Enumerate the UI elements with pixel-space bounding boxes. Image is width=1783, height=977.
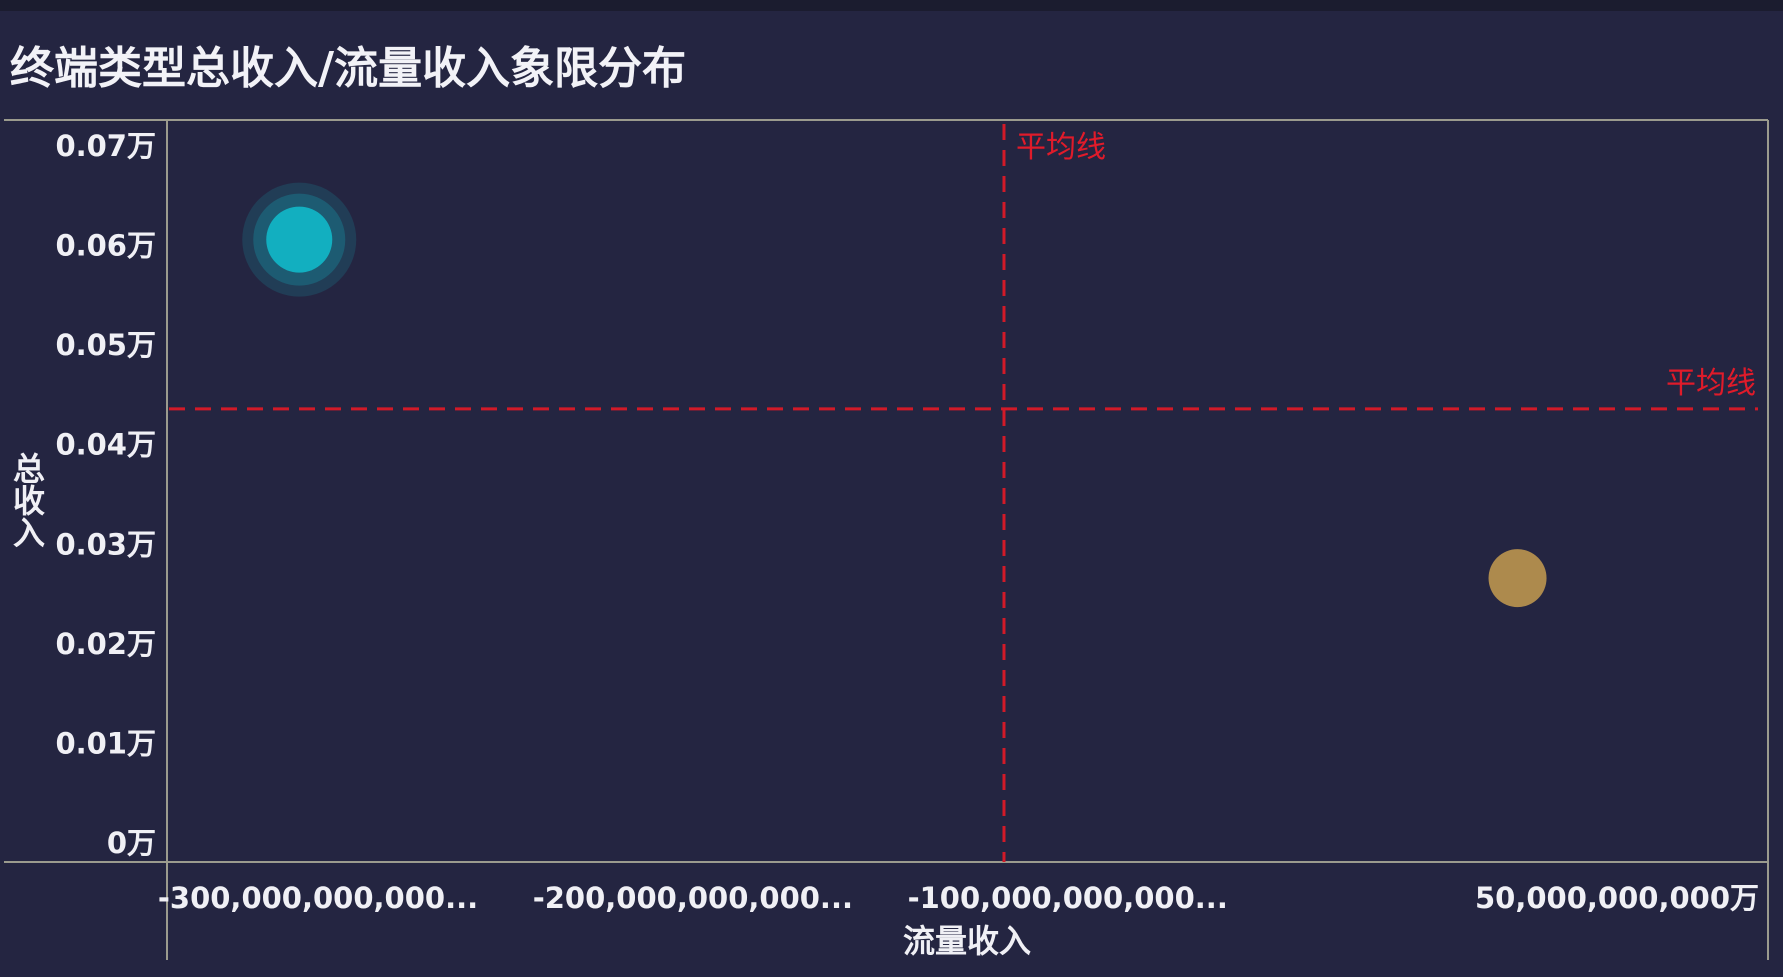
y-tick-label: 0.06万 xyxy=(55,229,156,263)
chart-title: 终端类型总收入/流量收入象限分布 xyxy=(10,43,687,94)
y-axis-title: 总收入 xyxy=(8,452,46,548)
y-tick-label: 0.03万 xyxy=(55,527,156,561)
x-tick-label: -300,000,000,000... xyxy=(158,881,478,915)
x-average-label: 平均线 xyxy=(1016,130,1106,165)
top-bar xyxy=(0,0,1783,11)
x-tick-label: 50,000,000,000万 xyxy=(1475,881,1759,915)
y-tick-label: 0.02万 xyxy=(55,627,156,661)
y-tick-label: 0.01万 xyxy=(55,726,156,760)
y-tick-label: 0.07万 xyxy=(55,129,156,163)
y-tick-label: 0万 xyxy=(107,826,156,860)
tick-labels: 0万 0.01万 0.02万 0.03万 0.04万 0.05万 0.06万 0.07万 -30… xyxy=(55,129,1759,915)
y-tick-label: 0.04万 xyxy=(55,428,156,462)
data-points xyxy=(242,182,1547,608)
data-point-0 xyxy=(266,206,333,273)
x-tick-label: -200,000,000,000... xyxy=(533,881,853,915)
x-axis-title: 流量收入 xyxy=(903,922,1031,960)
x-tick-label: -100,000,000,000... xyxy=(908,881,1228,915)
axes xyxy=(4,119,1769,960)
y-tick-label: 0.05万 xyxy=(55,328,156,362)
y-average-label: 平均线 xyxy=(1666,366,1756,401)
data-point-1 xyxy=(1488,549,1547,608)
